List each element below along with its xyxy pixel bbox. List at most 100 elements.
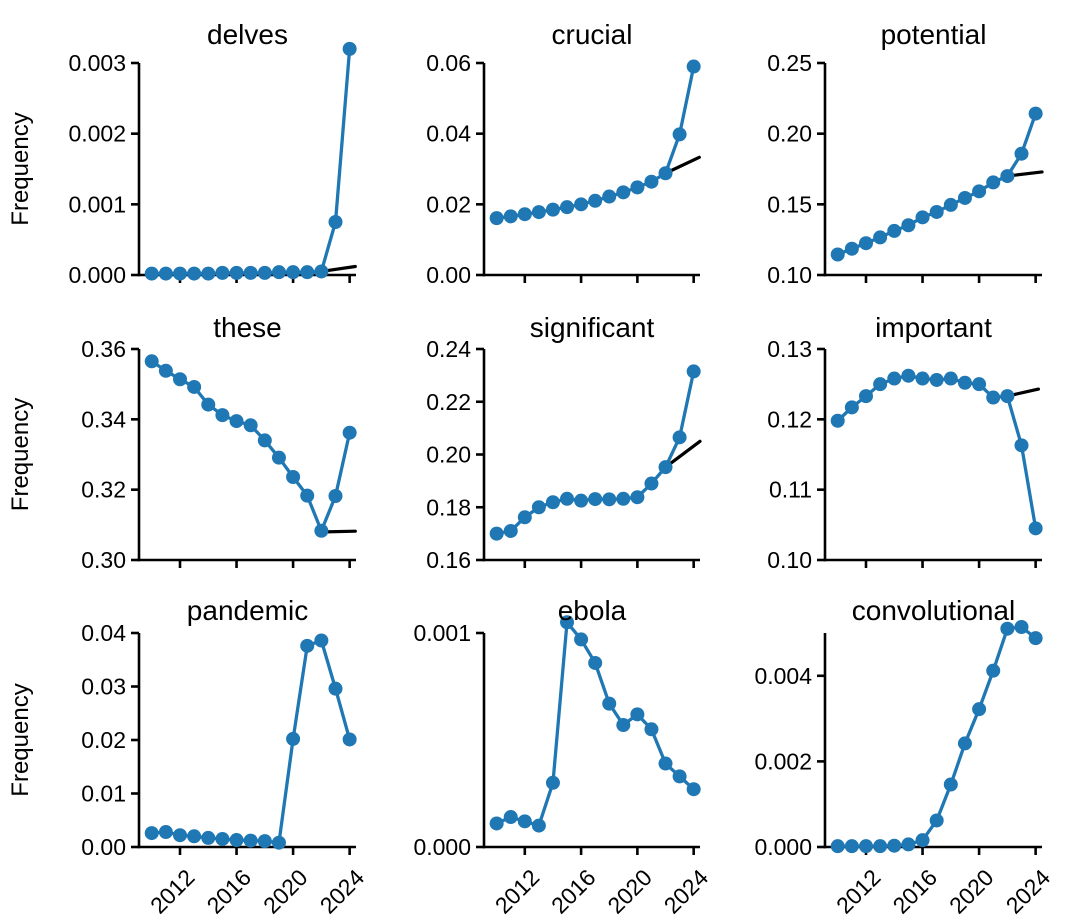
data-point <box>503 523 518 538</box>
data-point <box>257 265 272 280</box>
y-tick-label: 0.001 <box>413 620 471 646</box>
frequency-line <box>836 111 1038 257</box>
chart-title: convolutional <box>852 600 1015 626</box>
data-point <box>588 655 603 670</box>
data-point <box>286 265 301 280</box>
subplot-ebola: 0.000 0.001 2012 2016 2020 2024 ebola <box>365 600 710 919</box>
y-tick-label: 0.20 <box>767 121 812 147</box>
data-point <box>602 696 617 711</box>
data-point <box>489 816 504 831</box>
y-tick-label: 0.001 <box>68 191 126 217</box>
data-point <box>830 247 845 262</box>
data-point <box>172 828 187 843</box>
y-tick-label: 0.00 <box>81 834 126 860</box>
data-point <box>560 491 575 506</box>
data-point <box>531 500 546 515</box>
frequency-line <box>495 620 696 828</box>
data-point <box>943 371 958 386</box>
data-point <box>986 175 1001 190</box>
y-tick-label: 0.03 <box>81 674 126 700</box>
data-point <box>915 371 930 386</box>
data-point <box>503 810 518 825</box>
data-point <box>158 266 173 281</box>
data-point <box>1000 169 1015 184</box>
y-tick-label: 0.13 <box>767 336 812 362</box>
data-point <box>672 769 687 784</box>
subplot-convolutional: 0.000 0.002 0.004 2012 2016 2020 2024 convoluti… <box>710 600 1080 919</box>
data-point <box>201 830 216 845</box>
y-axis-label: Frequency <box>7 398 34 511</box>
data-point <box>342 41 357 56</box>
data-point <box>602 492 617 507</box>
y-tick-label: 0.06 <box>426 50 471 76</box>
delves-chart: 0.000 0.001 0.002 0.003 Frequency delves <box>7 19 357 288</box>
data-point <box>1000 389 1015 404</box>
data-point <box>658 460 673 475</box>
chart-title: delves <box>207 19 288 50</box>
data-point <box>300 265 315 280</box>
y-tick-label: 0.24 <box>426 336 471 362</box>
data-point <box>300 488 315 503</box>
data-point <box>172 266 187 281</box>
data-point <box>503 209 518 224</box>
y-tick-label: 0.003 <box>68 50 126 76</box>
data-point <box>187 379 202 394</box>
data-point <box>957 375 972 390</box>
data-point <box>672 127 687 142</box>
data-point <box>830 839 845 854</box>
data-point <box>243 833 258 848</box>
data-point <box>560 615 575 630</box>
data-point <box>158 363 173 378</box>
data-point <box>229 265 244 280</box>
data-point <box>588 193 603 208</box>
data-point <box>271 835 286 850</box>
data-point <box>986 663 1001 678</box>
data-point <box>630 180 645 195</box>
subplot-crucial: 0.00 0.02 0.04 0.06 crucial <box>365 0 710 295</box>
x-tick-label: 2020 <box>944 864 999 919</box>
data-point <box>215 265 230 280</box>
data-point <box>630 490 645 505</box>
data-point <box>873 839 888 854</box>
data-point <box>517 207 532 222</box>
data-point <box>144 266 159 281</box>
potential-chart: 0.10 0.15 0.20 0.25 potential <box>767 19 1044 288</box>
data-point <box>901 368 916 383</box>
y-tick-label: 0.04 <box>81 620 126 646</box>
data-point <box>1000 621 1015 636</box>
trend-line <box>663 439 702 469</box>
y-tick-label: 0.00 <box>426 262 471 288</box>
y-tick-label: 0.10 <box>767 262 812 288</box>
y-tick-label: 0.22 <box>426 389 471 415</box>
data-point <box>328 488 343 503</box>
data-point <box>144 826 159 841</box>
data-point <box>545 202 560 217</box>
data-point <box>1014 146 1029 161</box>
data-point <box>560 200 575 215</box>
data-point <box>489 526 504 541</box>
data-point <box>644 174 659 189</box>
data-point <box>314 523 329 538</box>
y-tick-label: 0.01 <box>81 781 126 807</box>
data-point <box>986 390 1001 405</box>
data-point <box>616 185 631 200</box>
data-point <box>1014 620 1029 635</box>
data-point <box>243 265 258 280</box>
x-tick-label: 2016 <box>546 864 601 919</box>
data-point <box>844 839 859 854</box>
data-point <box>545 775 560 790</box>
subplot-important: 0.10 0.11 0.12 0.13 important <box>710 295 1080 600</box>
data-point <box>957 190 972 205</box>
data-point <box>588 492 603 507</box>
frequency-line <box>836 625 1038 848</box>
chart-title: pandemic <box>187 600 308 626</box>
data-point <box>574 493 589 508</box>
frequency-line <box>495 369 696 536</box>
data-point <box>844 241 859 256</box>
data-point <box>531 818 546 833</box>
x-tick-label: 2024 <box>1001 864 1056 919</box>
data-point <box>686 59 701 74</box>
data-point <box>286 470 301 485</box>
data-point <box>887 838 902 853</box>
